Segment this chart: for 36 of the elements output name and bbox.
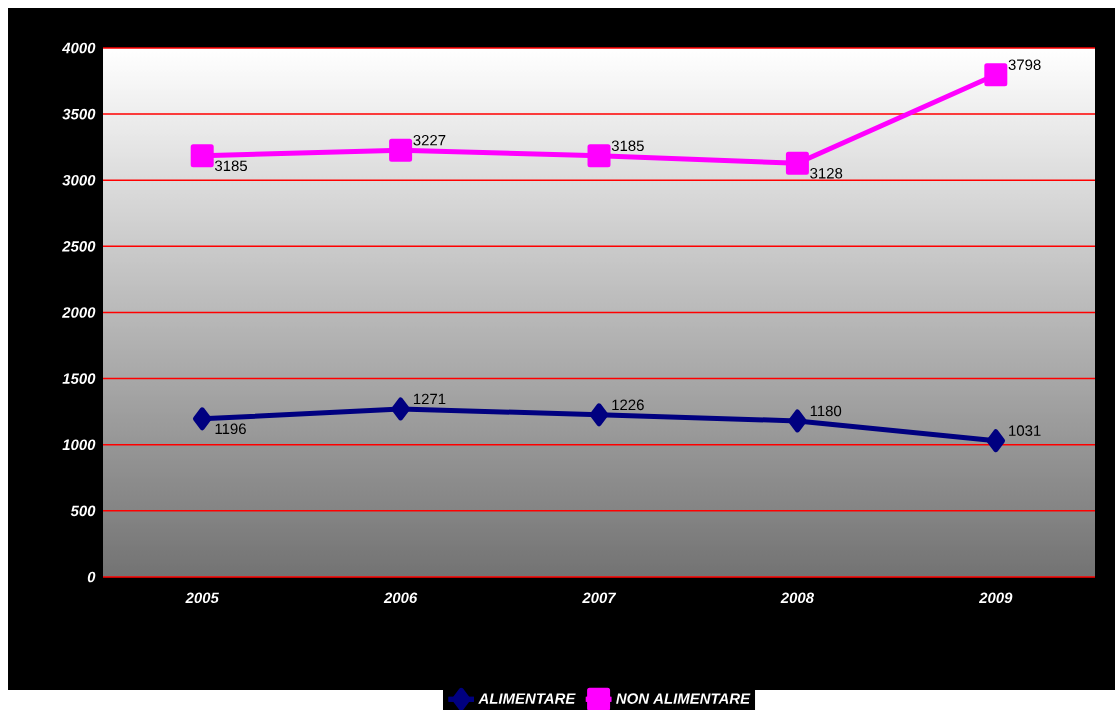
data-label: 1196 [215,423,246,434]
legend-label: ALIMENTARE [478,693,576,704]
legend-label: NON ALIMENTARE [616,693,751,704]
point [984,63,1008,87]
data-label: 1226 [612,399,644,411]
point [785,151,809,175]
y-tick-label: 3500 [62,108,96,120]
point [986,429,1006,453]
data-label: 3798 [1008,59,1041,70]
point [589,403,609,427]
x-tick-label: 2008 [780,592,814,603]
y-tick-label: 1500 [62,373,96,384]
y-tick-label: 500 [70,505,96,517]
point [389,138,413,162]
point [190,144,214,168]
point [391,397,410,421]
y-tick-label: 0 [87,571,96,583]
x-tick-label: 2006 [383,592,418,603]
x-tick-label: 2005 [185,592,219,603]
x-tick-label: 2007 [582,592,617,603]
data-label: 3128 [810,167,843,179]
point [587,144,611,168]
data-label: 3185 [214,160,248,171]
y-tick-label: 4000 [61,42,96,54]
data-label: 3227 [413,134,446,146]
point [192,407,212,431]
data-label: 1180 [810,405,842,417]
data-label: 1031 [1009,425,1041,436]
y-tick-label: 1000 [62,439,96,450]
point [788,409,807,433]
y-tick-label: 2000 [62,307,96,318]
data-label: 1271 [413,393,446,404]
y-tick-label: 2500 [62,240,96,252]
data-label: 3185 [611,140,644,151]
y-tick-label: 3000 [62,174,96,186]
x-tick-label: 2009 [978,592,1013,603]
